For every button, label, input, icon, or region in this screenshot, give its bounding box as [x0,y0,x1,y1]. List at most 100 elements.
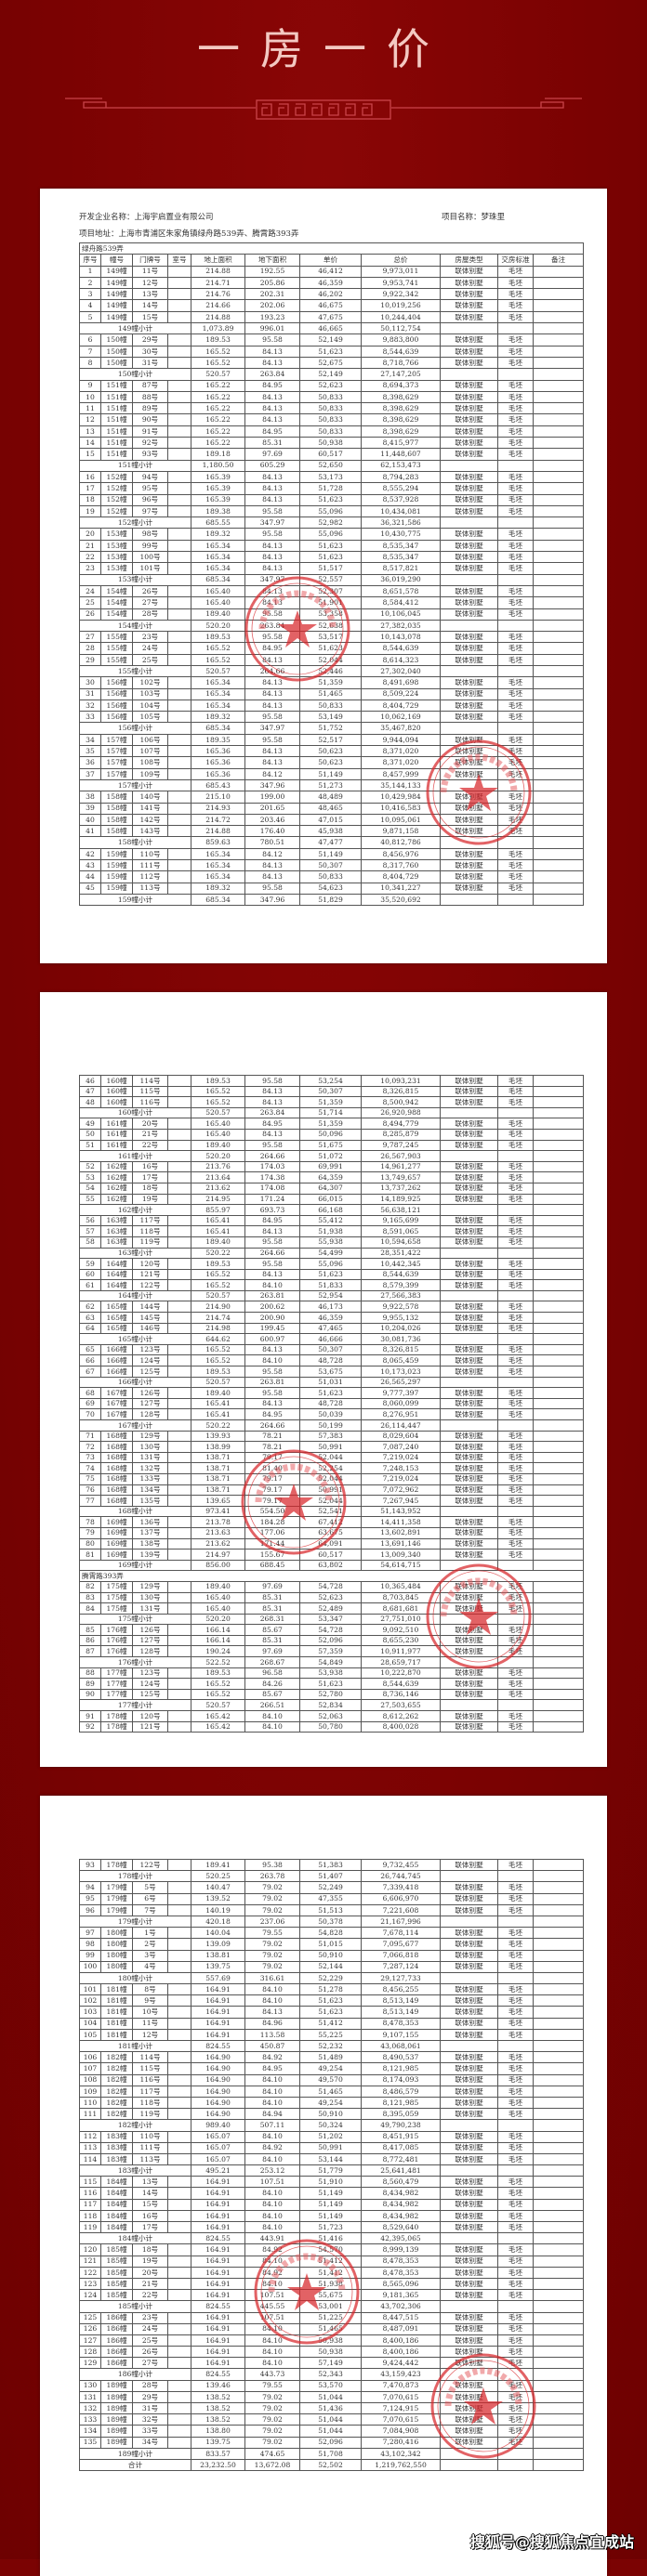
room-cell [167,1903,191,1916]
building-cell: 160幢 [100,1075,133,1087]
total-price-cell: 7,221,608 [361,1903,441,1916]
building-cell: 185幢 [100,2289,133,2302]
table-row: 65 166幢 123号 165.52 84.13 50,307 8,326,815 联体别墅… [79,1343,584,1356]
note-cell [533,2006,584,2019]
delivery-cell: 毛坯 [497,2108,534,2121]
delivery-cell: 毛坯 [497,437,534,450]
door-cell: 91号 [132,425,168,438]
note-cell [533,2447,584,2460]
above-area-cell: 520.57 [191,1106,245,1119]
above-area-cell: 520.22 [191,1419,245,1432]
below-area-cell: 347.96 [244,778,300,792]
building-cell: 180幢 [100,1960,133,1973]
house-type-cell: 联体别墅 [440,1301,498,1314]
note-cell [533,1419,584,1432]
delivery-cell: 毛坯 [497,1526,534,1539]
note-cell [533,2458,584,2472]
building-cell: 162幢 [100,1182,133,1195]
house-type-cell: 联体别墅 [440,882,498,895]
note-cell [533,2425,584,2438]
above-area-cell: 165.34 [191,847,245,861]
door-cell: 115号 [132,1085,168,1098]
table-row: 100 180幢 4号 139.75 79.02 52,144 7,287,124 联体别墅毛… [79,1960,584,1973]
above-area-cell: 165.40 [191,1128,245,1141]
table-row: 125 186幢 23号 164.91 107.51 51,225 8,447,515 联体别… [79,2311,584,2324]
subtotal-label: 167幢小计 [79,1419,191,1432]
above-area-cell: 138.52 [191,2390,245,2404]
seq-cell: 22 [79,551,101,564]
unit-price-cell: 51,623 [299,642,362,655]
above-area-cell: 189.40 [191,608,245,621]
unit-price-cell: 46,359 [299,276,362,290]
house-type-cell [440,2458,498,2472]
below-area-cell: 95.58 [244,1258,300,1270]
below-area-cell: 84.95 [244,425,300,438]
door-cell: 137号 [132,1526,168,1539]
room-cell [167,653,191,666]
room-cell [167,2277,191,2291]
delivery-cell: 毛坯 [497,413,534,426]
unit-price-cell: 51,015 [299,1938,362,1951]
room-cell [167,1366,191,1378]
total-price-cell: 27,302,040 [361,664,441,678]
above-area-cell: 164.91 [191,2346,245,2359]
total-price-cell: 8,285,879 [361,1128,441,1141]
room-cell [167,1312,191,1324]
unit-price-cell: 51,623 [299,1994,362,2007]
house-type-cell: 联体别墅 [440,1225,498,1237]
seq-cell: 120 [79,2243,101,2256]
below-area-cell: 507.11 [244,2119,300,2132]
note-cell [533,1441,584,1453]
room-cell [167,1128,191,1141]
total-price-cell: 8,529,640 [361,2220,441,2234]
house-type-cell [440,1699,498,1712]
seq-cell: 105 [79,2028,101,2042]
table-row: 102 181幢 9号 164.91 84.10 51,623 8,513,149 联体别墅毛… [79,1994,584,2007]
seq-cell: 97 [79,1927,101,1940]
unit-price-cell: 63,675 [299,1526,362,1539]
house-type-cell: 联体别墅 [440,528,498,541]
seq-cell: 11 [79,402,101,415]
note-cell [533,1204,584,1216]
delivery-cell [497,2164,534,2177]
above-area-cell: 165.34 [191,859,245,872]
total-price-cell: 8,614,323 [361,653,441,666]
delivery-cell: 毛坯 [497,2209,534,2223]
note-cell [533,1949,584,1962]
house-type-cell: 联体别墅 [440,2289,498,2302]
seq-cell: 18 [79,493,101,506]
total-price-cell: 8,457,999 [361,767,441,780]
above-area-cell: 214.95 [191,1193,245,1206]
house-type-cell: 联体别墅 [440,1484,498,1497]
room-cell [167,1495,191,1507]
below-area-cell: 84.92 [244,2141,300,2154]
total-price-cell: 43,702,306 [361,2300,441,2313]
door-cell: 32号 [132,2413,168,2426]
house-type-cell: 联体别墅 [440,379,498,392]
total-price-cell: 8,478,353 [361,2255,441,2268]
delivery-cell: 毛坯 [497,539,534,553]
total-price-cell: 42,395,065 [361,2232,441,2245]
seq-cell: 51 [79,1139,101,1152]
table-row: 106 182幢 114号 164.90 84.92 51,489 8,490,537 联体别… [79,2051,584,2064]
unit-price-cell: 51,623 [299,1387,362,1399]
above-area-cell: 164.91 [191,2209,245,2223]
table-row: 44 159幢 112号 165.34 84.13 50,833 8,404,729 联体别墅… [79,870,585,883]
note-cell [532,596,585,609]
note-cell [532,802,585,815]
room-cell [167,2322,191,2335]
delivery-cell: 毛坯 [497,1258,534,1270]
house-type-cell: 联体别墅 [440,1949,498,1962]
table-row: 10 151幢 88号 165.22 84.13 50,833 8,398,629 联体别墅毛… [79,390,585,404]
below-area-cell: 84.10 [244,1710,300,1722]
note-cell [532,631,585,644]
delivery-cell [497,2039,534,2053]
subtotal-row: 162幢小计 855.97 693.73 66,168 56,638,121 [79,1204,584,1216]
house-type-cell: 联体别墅 [440,1591,498,1604]
section-label: 绿舟路539弄 [78,242,585,255]
house-type-cell: 联体别墅 [440,437,498,450]
house-type-cell: 联体别墅 [440,745,498,758]
below-area-cell: 264.66 [244,1247,300,1260]
table-row: 83 175幢 130号 165.40 85.31 52,623 8,703,845 联体别墅… [79,1591,584,1604]
table-row: 96 179幢 7号 140.19 79.02 51,513 7,221,608 联体别墅 毛坯 [79,1903,584,1916]
